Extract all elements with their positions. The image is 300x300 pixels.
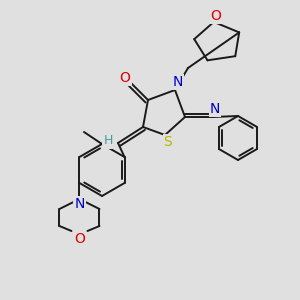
Text: O: O — [210, 9, 221, 23]
Text: O: O — [74, 232, 85, 246]
Text: H: H — [103, 134, 113, 148]
Text: N: N — [210, 102, 220, 116]
Text: N: N — [173, 75, 183, 89]
Text: O: O — [120, 71, 130, 85]
Text: N: N — [74, 197, 85, 211]
Text: S: S — [164, 135, 172, 149]
